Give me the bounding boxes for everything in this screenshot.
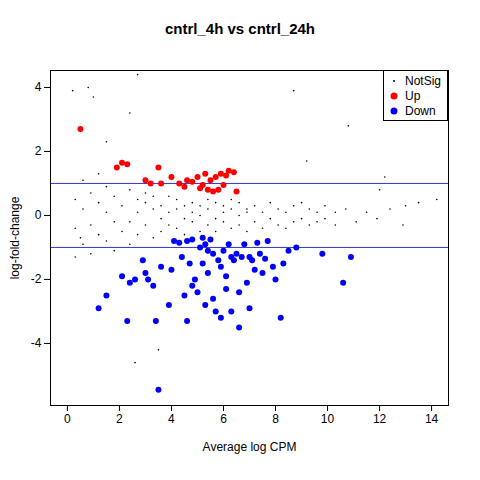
svg-text:4: 4 bbox=[168, 412, 175, 426]
html-text:Down: Down bbox=[405, 103, 436, 118]
svg-text:-2: -2 bbox=[31, 272, 42, 286]
svg-text:6: 6 bbox=[220, 412, 227, 426]
svg-text:12: 12 bbox=[373, 412, 387, 426]
svg-text:14: 14 bbox=[425, 412, 439, 426]
svg-text:4: 4 bbox=[35, 80, 42, 94]
html-text:cntrl_4h vs cntrl_24h: cntrl_4h vs cntrl_24h bbox=[165, 20, 315, 37]
svg-text:Average log CPM: Average log CPM bbox=[203, 440, 297, 454]
svg-text:log-fold-change: log-fold-change bbox=[8, 196, 22, 279]
svg-text:8: 8 bbox=[272, 412, 279, 426]
svg-text:0: 0 bbox=[64, 412, 71, 426]
html-text:NotSig: NotSig bbox=[405, 73, 441, 88]
svg-text:-4: -4 bbox=[31, 336, 42, 350]
svg-text:10: 10 bbox=[321, 412, 335, 426]
svg-text:0: 0 bbox=[35, 208, 42, 222]
svg-text:2: 2 bbox=[116, 412, 123, 426]
svg-text:2: 2 bbox=[35, 144, 42, 158]
html-text:Up: Up bbox=[405, 88, 421, 103]
